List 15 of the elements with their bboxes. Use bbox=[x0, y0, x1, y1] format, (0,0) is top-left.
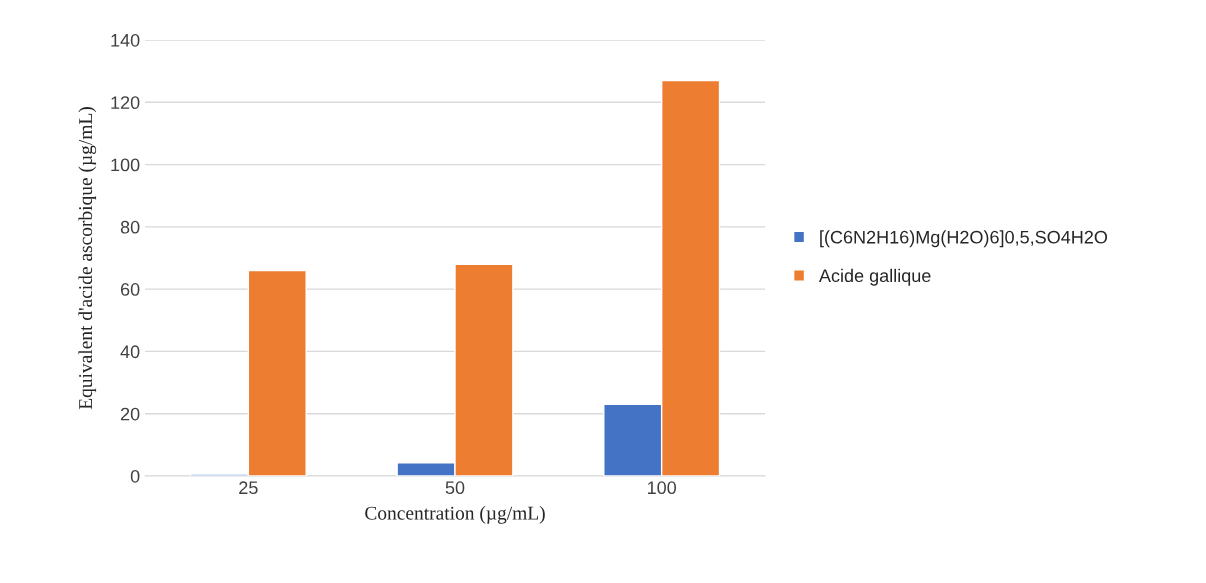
y-tick-label: 140 bbox=[111, 33, 140, 47]
y-tick-label: 80 bbox=[120, 220, 140, 234]
x-tick-label: 50 bbox=[445, 481, 465, 495]
y-tick-label: 120 bbox=[111, 96, 140, 110]
legend-label: Acide gallique bbox=[818, 268, 931, 286]
y-tick-label: 20 bbox=[120, 407, 140, 421]
x-tick-label: 100 bbox=[647, 481, 677, 495]
legend-label: [(C6N2H16)Mg(H2O)6]0,5,SO4H2O bbox=[820, 230, 1108, 248]
x-axis-title: Concentration (µg/mL) bbox=[365, 506, 545, 524]
y-tick-label: 60 bbox=[120, 283, 140, 296]
x-tick-label: 25 bbox=[239, 481, 258, 495]
y-tick-label: 40 bbox=[120, 345, 140, 359]
y-tick-label: 100 bbox=[111, 158, 140, 172]
y-axis-title: Equivalent d'acide ascorbique (µg/mL) bbox=[78, 107, 97, 410]
y-tick-label: 0 bbox=[130, 469, 140, 483]
